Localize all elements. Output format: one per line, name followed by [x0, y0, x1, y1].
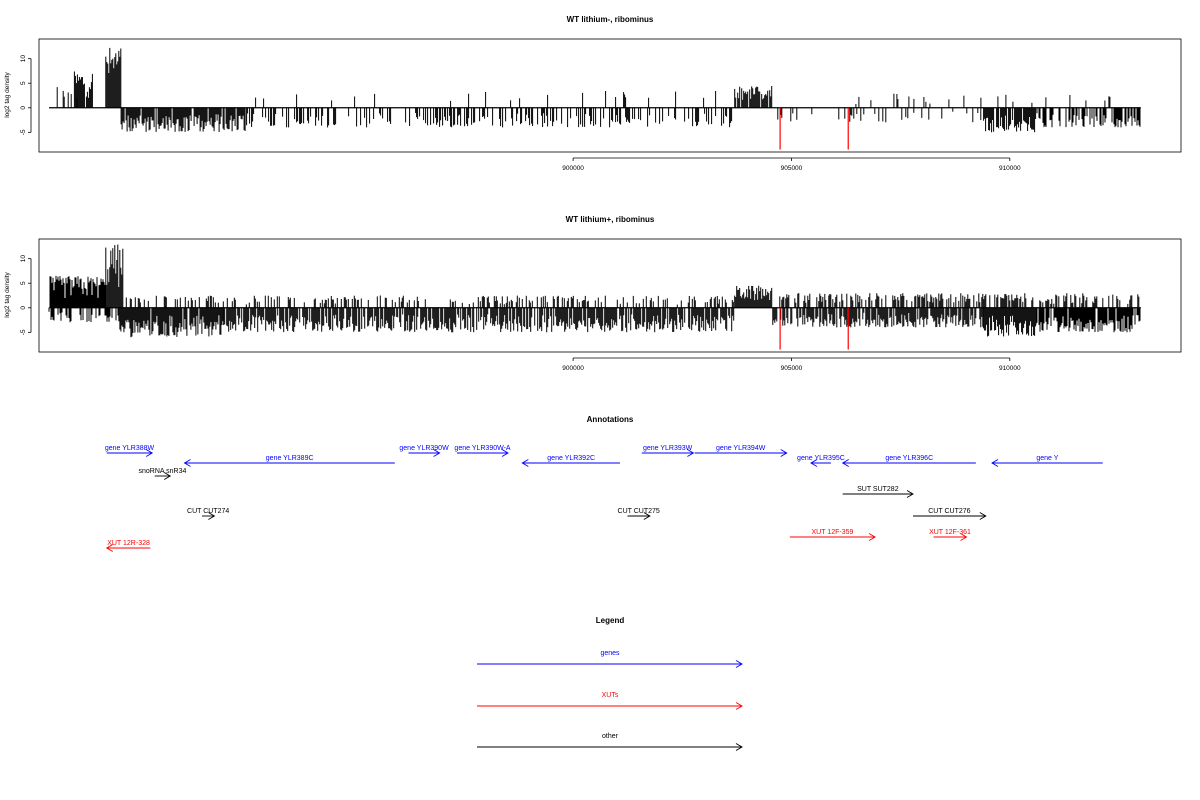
x-tick-label: 900000	[562, 365, 584, 372]
x-tick-label: 910000	[999, 365, 1021, 372]
annotation-feature: gene YLR394W	[694, 445, 788, 457]
y-tick-label: 5	[20, 281, 27, 285]
legend-arrowhead	[735, 702, 743, 710]
legend-title: Legend	[596, 616, 625, 625]
y-tick-label: -5	[20, 329, 27, 335]
track-panel-1: WT lithium-, ribominus log2 tag density …	[4, 15, 1182, 172]
y-tick-label: -5	[20, 129, 27, 135]
annotation-feature: gene YLR388W	[105, 445, 155, 457]
annotation-feature: gene YLR395C	[797, 455, 845, 467]
y-tick-label: 10	[20, 55, 27, 63]
feature-arrowhead	[208, 512, 216, 520]
feature-label: XUT 12F-359	[811, 529, 853, 536]
feature-label: gene YLR392C	[547, 455, 595, 462]
feature-arrowhead	[991, 459, 999, 467]
feature-label: gene YLR390W	[399, 445, 449, 452]
feature-label: XUT 12R-328	[107, 540, 150, 547]
feature-label: gene YLR390W-A	[454, 445, 510, 452]
x-tick-label: 905000	[781, 365, 803, 372]
legend-item: other	[477, 733, 743, 751]
panel-2-bars	[48, 244, 1141, 350]
feature-label: SUT SUT282	[857, 486, 899, 493]
legend-item: genes	[477, 650, 743, 668]
annotation-feature: SUT SUT282	[842, 486, 914, 498]
annotation-features: gene YLR388W gene YLR389C gene YLR390W gene…	[105, 445, 1103, 552]
annotation-feature: CUT CUT275	[618, 508, 660, 520]
y-tick-label: 10	[20, 255, 27, 263]
annotation-feature: gene YLR389C	[183, 455, 395, 467]
panel-1-bars	[49, 47, 1141, 150]
annotation-feature: CUT CUT276	[913, 508, 987, 520]
x-tick-label: 900000	[562, 165, 584, 172]
panel-2-title: WT lithium+, ribominus	[566, 215, 655, 224]
feature-arrowhead	[643, 512, 651, 520]
y-tick-label: 0	[20, 306, 27, 310]
feature-label: gene YLR388W	[105, 445, 155, 452]
legend-label: XUTs	[602, 692, 619, 699]
feature-label: CUT CUT274	[187, 508, 229, 515]
annotation-feature: gene YLR396C	[841, 455, 976, 467]
feature-arrowhead	[868, 533, 876, 541]
plot-frame	[38, 38, 1182, 153]
feature-arrowhead	[501, 449, 509, 457]
annotation-feature: snoRNA snR34	[139, 468, 187, 480]
legend-label: other	[602, 733, 619, 740]
panel-1-ylabel: log2 tag density	[4, 71, 11, 117]
panel-2-axes: -5 0 5 10 900000 905000 910000	[20, 238, 1182, 372]
annotation-feature: gene Y	[991, 455, 1103, 467]
panel-1-title: WT lithium-, ribominus	[567, 15, 654, 24]
annotation-feature: CUT CUT274	[187, 508, 229, 520]
feature-arrowhead	[145, 449, 154, 457]
feature-label: gene YLR389C	[266, 455, 314, 462]
annotation-feature: XUT 12F-361	[929, 529, 971, 541]
feature-label: gene Y	[1036, 455, 1058, 462]
feature-label: gene YLR396C	[885, 455, 933, 462]
feature-label: CUT CUT275	[618, 508, 660, 515]
feature-label: snoRNA snR34	[139, 468, 187, 475]
legend-panel: Legend genes XUTs other	[477, 616, 743, 751]
feature-arrowhead	[780, 449, 788, 457]
legend-items: genes XUTs other	[477, 650, 743, 751]
y-tick-label: 0	[20, 106, 27, 110]
annotation-feature: gene YLR390W	[399, 445, 449, 457]
feature-arrowhead	[183, 459, 191, 467]
feature-arrowhead	[841, 459, 849, 467]
feature-arrowhead	[433, 449, 441, 457]
feature-label: gene YLR393W	[643, 445, 693, 452]
x-tick-label: 905000	[781, 165, 803, 172]
annotation-feature: gene YLR393W	[641, 445, 695, 457]
annotations-title: Annotations	[587, 415, 634, 424]
feature-arrowhead	[105, 544, 113, 552]
feature-arrowhead	[521, 459, 529, 467]
feature-arrowhead	[810, 459, 818, 467]
x-tick-label: 910000	[999, 165, 1021, 172]
y-tick-label: 5	[20, 81, 27, 85]
legend-label: genes	[600, 650, 620, 657]
feature-arrowhead	[960, 533, 968, 541]
annotation-feature: XUT 12F-359	[789, 529, 876, 541]
track-panel-2: WT lithium+, ribominus log2 tag density …	[4, 215, 1182, 372]
feature-label: CUT CUT276	[928, 508, 970, 515]
feature-arrowhead	[164, 472, 172, 480]
annotation-feature: XUT 12R-328	[105, 540, 151, 552]
annotation-feature: gene YLR392C	[521, 455, 620, 467]
feature-arrowhead	[906, 490, 914, 498]
panel-2-ylabel: log2 tag density	[4, 271, 11, 317]
feature-label: XUT 12F-361	[929, 529, 971, 536]
plot-frame	[38, 238, 1182, 353]
legend-item: XUTs	[477, 692, 743, 710]
feature-label: gene YLR395C	[797, 455, 845, 462]
legend-arrowhead	[735, 660, 743, 668]
feature-arrowhead	[687, 449, 695, 457]
panel-1-axes: -5 0 5 10 900000 905000 910000	[20, 38, 1182, 172]
feature-label: gene YLR394W	[716, 445, 766, 452]
legend-arrowhead	[735, 743, 743, 751]
feature-arrowhead	[979, 512, 987, 520]
annotation-feature: gene YLR390W-A	[454, 445, 511, 457]
